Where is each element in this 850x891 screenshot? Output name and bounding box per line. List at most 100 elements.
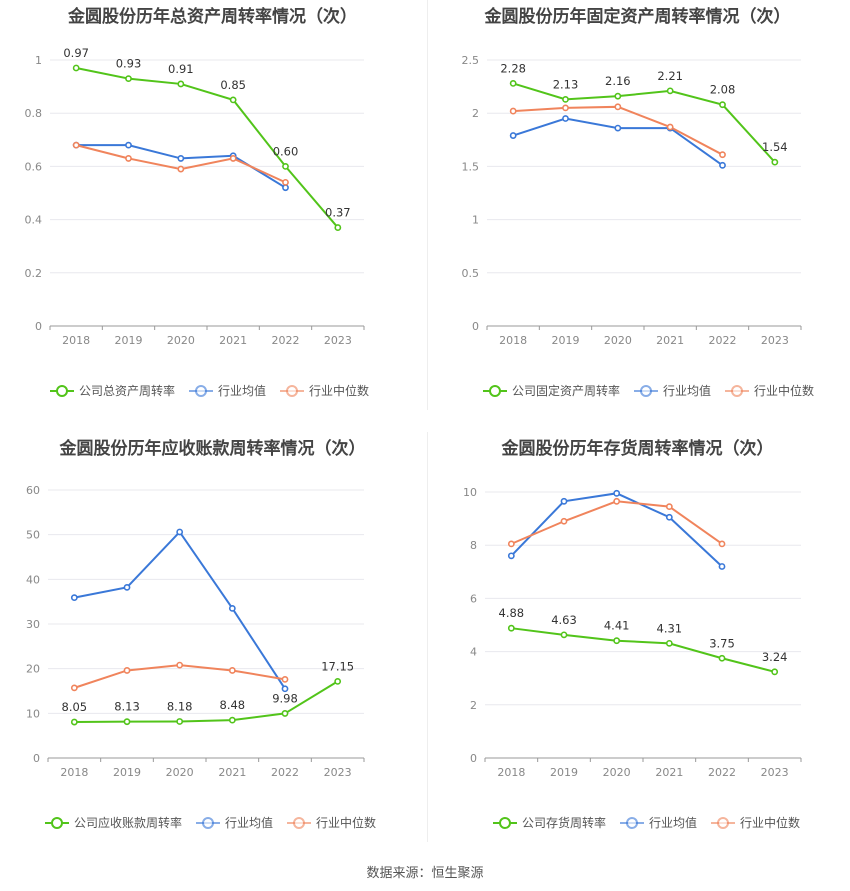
chart-panel-total-asset-turnover: 金圆股份历年总资产周转率情况（次） 0 0.2 0.4 0.6 0.8 1 2018 2019… — [0, 0, 425, 420]
x-tick-label: 2023 — [761, 334, 789, 347]
data-point — [665, 503, 673, 511]
data-point — [334, 677, 342, 685]
x-tick-label: 2019 — [550, 766, 578, 779]
x-tick-label: 2018 — [62, 334, 90, 347]
y-tick-label: 2 — [470, 699, 477, 712]
legend-marker — [731, 385, 743, 397]
legend-marker — [202, 817, 214, 829]
y-tick-label: 1 — [35, 54, 42, 67]
legend-label: 公司存货周转率 — [522, 815, 606, 830]
y-tick-label: 50 — [26, 529, 40, 542]
y-tick-label: 1 — [472, 214, 479, 227]
y-tick-label: 1.5 — [462, 160, 480, 173]
y-tick-label: 30 — [26, 618, 40, 631]
legend-marker — [717, 817, 729, 829]
data-point — [560, 631, 568, 639]
data-source-footer: 数据来源：恒生聚源 — [366, 866, 484, 881]
legend-label: 公司应收账款周转率 — [74, 815, 182, 830]
legend-marker — [286, 385, 298, 397]
data-point — [718, 540, 726, 548]
chart-panel-fixed-asset-turnover: 金圆股份历年固定资产周转率情况（次） 0 0.5 1 1.5 2 2.5 2018 2019 2… — [425, 0, 850, 420]
chart-panel-inventory-turnover: 金圆股份历年存货周转率情况（次） 0 2 4 6 8 10 2018 2019 2020 2021… — [425, 432, 850, 852]
data-label: 9.98 — [272, 691, 298, 705]
y-tick-label: 10 — [463, 486, 477, 499]
series-line — [75, 144, 286, 184]
data-point — [613, 489, 621, 497]
data-point — [666, 87, 674, 95]
data-label: 1.54 — [762, 140, 788, 154]
data-label: 17.15 — [321, 659, 354, 673]
data-label: 8.05 — [62, 700, 88, 714]
data-label: 0.97 — [63, 46, 89, 60]
data-label: 0.91 — [168, 62, 194, 76]
data-point — [72, 141, 80, 149]
legend-marker — [51, 817, 63, 829]
data-point — [282, 162, 289, 170]
series-line — [74, 680, 339, 724]
data-point — [228, 716, 236, 724]
legend-label: 行业中位数 — [754, 383, 814, 398]
chart-svg: 0 10 20 30 40 50 60 2018 2019 2020 2021 2022 2023 8.0… — [26, 484, 376, 830]
data-label: 0.85 — [220, 78, 246, 92]
data-point — [176, 661, 184, 669]
legend-marker — [56, 385, 68, 397]
legend-label: 行业中位数 — [740, 815, 800, 830]
legend-label: 行业中位数 — [309, 383, 369, 398]
x-tick-label: 2023 — [324, 766, 352, 779]
data-label: 8.13 — [114, 700, 140, 714]
legend-marker — [489, 385, 501, 397]
x-tick-label: 2022 — [271, 766, 299, 779]
legend-label: 行业均值 — [649, 815, 697, 830]
x-tick-label: 2020 — [167, 334, 195, 347]
data-label: 8.48 — [220, 698, 246, 712]
x-tick-label: 2023 — [761, 766, 789, 779]
data-point — [719, 151, 726, 159]
legend-label: 行业均值 — [225, 815, 273, 830]
y-tick-label: 0.4 — [25, 214, 43, 227]
y-tick-label: 0 — [35, 320, 42, 333]
x-tick-label: 2020 — [603, 766, 631, 779]
data-point — [562, 104, 569, 112]
panel-divider — [427, 432, 428, 842]
y-tick-label: 0.6 — [25, 160, 43, 173]
data-point — [70, 718, 78, 726]
legend-label: 行业中位数 — [316, 815, 376, 830]
legend-marker — [626, 817, 638, 829]
data-point — [718, 563, 726, 570]
data-point — [125, 141, 132, 149]
y-tick-label: 10 — [26, 707, 40, 720]
chart-svg: 0 2 4 6 8 10 2018 2019 2020 2021 2022 2023 4.88 4.63 4… — [463, 486, 802, 830]
data-point — [507, 552, 515, 560]
x-tick-label: 2018 — [60, 766, 88, 779]
data-label: 2.21 — [657, 69, 683, 83]
data-point — [72, 64, 80, 72]
chart-title: 金圆股份历年存货周转率情况（次） — [501, 439, 774, 459]
data-point — [509, 132, 517, 139]
legend-label: 行业均值 — [218, 383, 266, 398]
x-tick-label: 2018 — [497, 766, 525, 779]
data-point — [614, 92, 622, 100]
data-point — [771, 158, 779, 166]
x-tick-label: 2019 — [552, 334, 580, 347]
chart-title: 金圆股份历年固定资产周转率情况（次） — [484, 7, 791, 27]
chart-panel-receivables-turnover: 金圆股份历年应收账款周转率情况（次） 0 10 20 30 40 50 60 2018 2019… — [0, 432, 425, 852]
data-point — [123, 583, 131, 591]
y-tick-label: 20 — [26, 663, 40, 676]
data-label: 4.88 — [499, 606, 525, 620]
y-tick-label: 0 — [33, 752, 40, 765]
series-line — [512, 82, 776, 163]
data-point — [614, 103, 622, 111]
chart-svg: 0 0.2 0.4 0.6 0.8 1 2018 2019 2020 2021 2022 2023 0.… — [25, 46, 370, 398]
legend-marker — [293, 817, 305, 829]
y-tick-label: 0 — [470, 752, 477, 765]
data-point — [613, 637, 621, 645]
x-tick-label: 2022 — [272, 334, 300, 347]
data-label: 4.63 — [551, 613, 577, 627]
data-point — [666, 123, 674, 131]
legend-marker — [499, 817, 511, 829]
data-point — [560, 517, 568, 525]
data-point — [665, 639, 673, 647]
data-point — [177, 80, 185, 88]
data-label: 4.31 — [657, 621, 683, 635]
data-point — [229, 155, 237, 162]
